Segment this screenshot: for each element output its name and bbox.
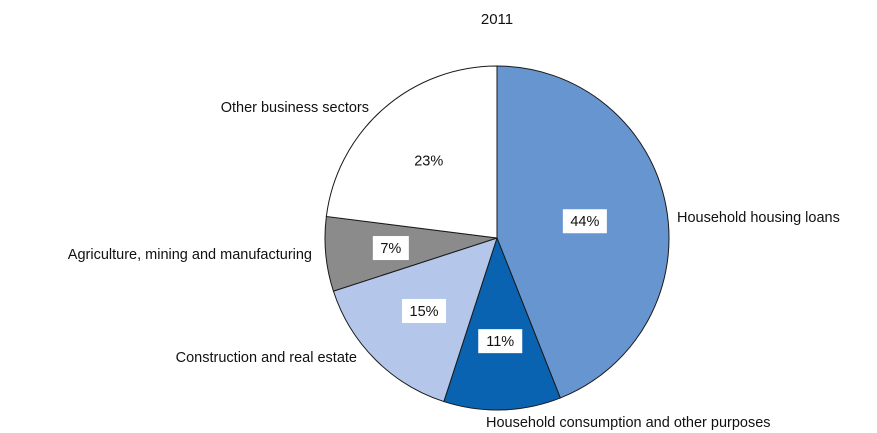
percent-label: 23% [406,148,451,173]
category-label: Household housing loans [677,210,840,226]
percent-label-box [406,148,451,173]
percent-label-text: 11% [486,334,514,350]
percent-label-box [372,236,409,261]
chart-title: 2011 [481,11,513,28]
percent-label-text: 44% [570,214,599,230]
category-label: Construction and real estate [176,350,357,366]
pie-slice-household-consumption-and-other-purposes [443,236,561,411]
percent-label: 11% [478,329,523,354]
percent-label-box [402,298,447,323]
percent-label: 44% [562,209,607,234]
percent-label: 15% [402,298,447,323]
percent-labels: 44% 11% 15% 7% 23% [372,148,607,354]
percent-label-box [478,329,523,354]
percent-label-text: 15% [410,304,439,320]
percent-label-text: 23% [414,154,443,170]
category-label: Household consumption and other purposes [486,415,771,431]
percent-label: 7% [372,236,409,261]
category-label: Other business sectors [221,100,369,116]
category-label: Agriculture, mining and manufacturing [68,247,312,263]
percent-label-box [562,209,607,234]
category-labels: Household housing loans Household consump… [68,100,840,431]
percent-label-text: 7% [380,241,401,257]
